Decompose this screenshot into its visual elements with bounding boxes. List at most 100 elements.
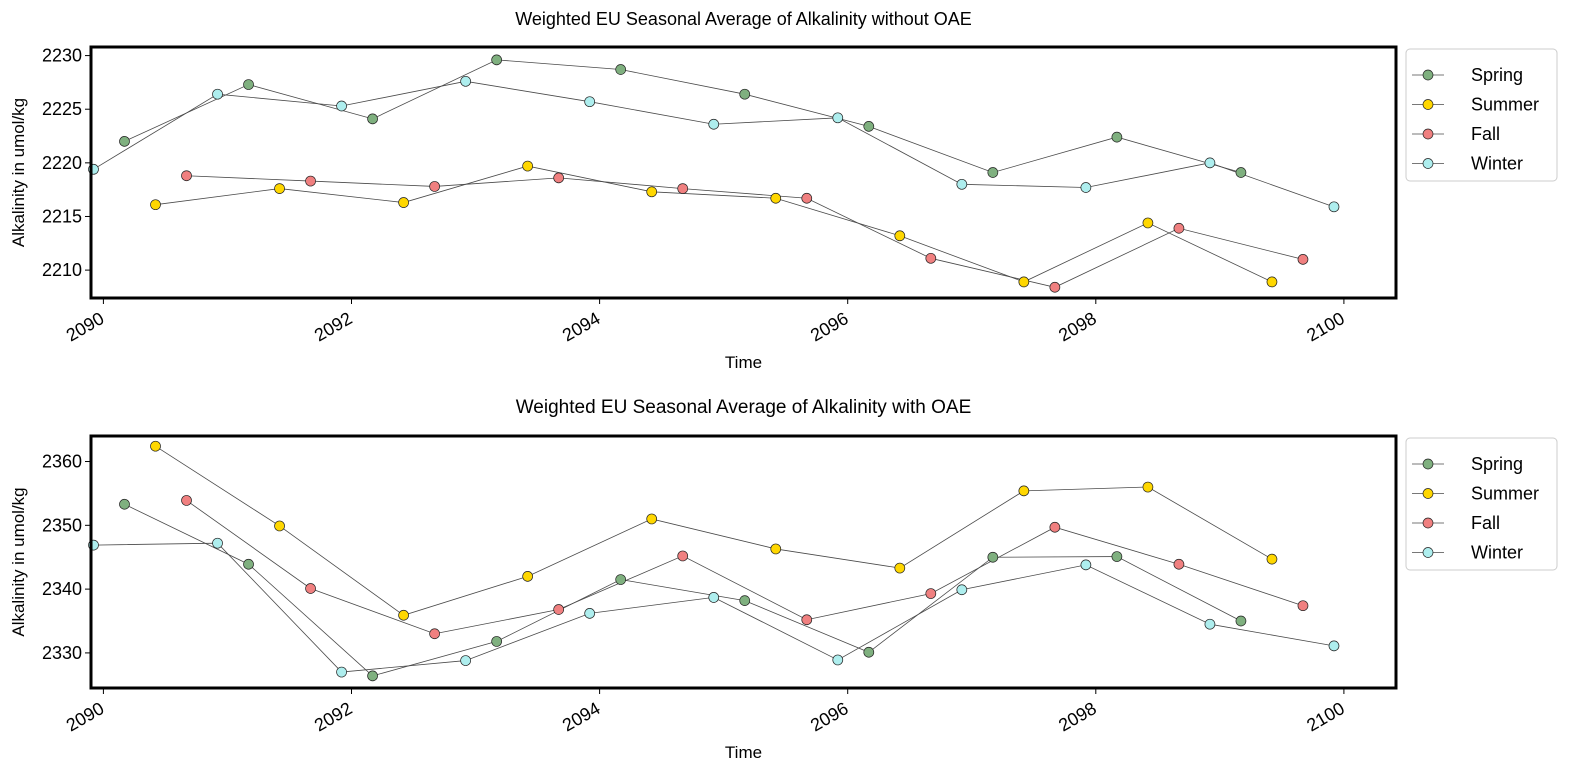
data-point-summer bbox=[1266, 553, 1278, 565]
data-point-summer bbox=[398, 609, 409, 621]
x-tick-label: 2100 bbox=[1303, 698, 1348, 735]
data-point-spring bbox=[739, 595, 751, 606]
data-point-winter bbox=[584, 96, 596, 108]
legend-marker-fall bbox=[1422, 517, 1434, 529]
data-point-winter bbox=[956, 584, 968, 596]
chart-title: Weighted EU Seasonal Average of Alkalini… bbox=[515, 9, 972, 29]
data-point-fall bbox=[181, 495, 192, 506]
x-tick-label: 2092 bbox=[311, 308, 356, 345]
data-point-spring bbox=[491, 636, 502, 647]
series-line-spring bbox=[124, 59, 1242, 173]
data-point-winter bbox=[708, 118, 720, 130]
legend: Spring Summer Fall Winter bbox=[1405, 437, 1558, 571]
data-point-spring bbox=[119, 498, 130, 510]
data-point-fall bbox=[677, 183, 689, 194]
data-point-spring bbox=[367, 670, 378, 682]
data-point-fall bbox=[429, 628, 440, 640]
x-tick-label: 2100 bbox=[1303, 308, 1348, 345]
x-tick-label: 2098 bbox=[1055, 308, 1100, 345]
x-axis-label: Time bbox=[725, 353, 762, 372]
data-point-summer bbox=[894, 230, 906, 242]
data-point-spring bbox=[987, 551, 999, 563]
data-point-fall bbox=[305, 583, 316, 594]
legend-label-summer: Summer bbox=[1471, 95, 1539, 115]
data-point-fall bbox=[1049, 281, 1061, 293]
y-tick-label: 2330 bbox=[42, 643, 82, 663]
data-point-summer bbox=[274, 183, 285, 194]
x-tick-label: 2092 bbox=[311, 698, 356, 735]
legend-label-fall: Fall bbox=[1471, 513, 1500, 533]
data-point-spring bbox=[491, 54, 502, 66]
data-point-winter bbox=[1204, 157, 1216, 169]
data-point-spring bbox=[863, 646, 875, 658]
legend-marker-winter bbox=[1422, 158, 1434, 169]
data-point-winter bbox=[832, 112, 844, 124]
data-point-fall bbox=[801, 614, 813, 626]
data-point-winter bbox=[460, 75, 471, 87]
data-point-fall bbox=[429, 181, 440, 192]
data-point-fall bbox=[1049, 521, 1061, 533]
data-point-fall bbox=[1297, 254, 1309, 265]
data-point-spring bbox=[739, 88, 751, 100]
legend-box bbox=[1405, 437, 1558, 571]
x-tick-label: 2090 bbox=[63, 698, 108, 735]
series-line-summer bbox=[155, 445, 1273, 616]
data-point-winter bbox=[832, 654, 844, 666]
data-point-fall bbox=[801, 192, 813, 204]
y-tick-label: 2220 bbox=[42, 153, 82, 173]
series-line-winter bbox=[93, 542, 1335, 673]
legend-marker-summer bbox=[1422, 99, 1434, 110]
data-point-summer bbox=[398, 197, 409, 208]
series-line-fall bbox=[186, 175, 1304, 288]
y-tick-label: 2350 bbox=[42, 515, 82, 535]
x-tick-label: 2096 bbox=[807, 698, 852, 735]
data-point-summer bbox=[770, 543, 782, 555]
legend-box bbox=[1405, 48, 1558, 182]
data-point-fall bbox=[1173, 558, 1185, 570]
legend-marker-summer bbox=[1422, 488, 1434, 499]
x-tick-label: 2094 bbox=[559, 698, 604, 735]
data-point-spring bbox=[1111, 131, 1123, 143]
data-point-winter bbox=[1328, 640, 1340, 652]
data-point-spring bbox=[987, 167, 999, 178]
y-axis-label: Alkalinity in umol/kg bbox=[9, 98, 28, 247]
chart-panel-1: Weighted EU Seasonal Average of Alkalini… bbox=[9, 9, 1558, 372]
y-axis-label: Alkalinity in umol/kg bbox=[9, 487, 28, 636]
y-tick-label: 2225 bbox=[42, 99, 82, 119]
data-point-fall bbox=[181, 170, 192, 182]
x-tick-label: 2098 bbox=[1055, 698, 1100, 735]
data-point-spring bbox=[243, 79, 254, 90]
legend-label-winter: Winter bbox=[1471, 543, 1523, 563]
x-tick-label: 2090 bbox=[63, 308, 108, 345]
data-point-winter bbox=[460, 655, 471, 666]
series-line-spring bbox=[124, 503, 1242, 677]
data-point-fall bbox=[677, 550, 689, 562]
data-point-fall bbox=[553, 604, 565, 615]
legend-label-spring: Spring bbox=[1471, 65, 1523, 85]
data-point-winter bbox=[956, 178, 968, 190]
data-point-spring bbox=[119, 136, 130, 147]
data-point-summer bbox=[1142, 217, 1154, 229]
x-tick-label: 2096 bbox=[807, 308, 852, 345]
data-point-spring bbox=[1111, 551, 1123, 562]
data-point-fall bbox=[925, 252, 937, 264]
data-point-fall bbox=[553, 172, 565, 184]
data-point-fall bbox=[305, 175, 316, 187]
data-point-fall bbox=[1173, 222, 1185, 234]
data-point-winter bbox=[336, 100, 347, 112]
data-point-summer bbox=[150, 199, 161, 211]
data-point-winter bbox=[212, 537, 223, 549]
data-point-summer bbox=[894, 562, 906, 574]
legend-marker-fall bbox=[1422, 128, 1434, 140]
y-tick-label: 2360 bbox=[42, 452, 82, 472]
data-point-spring bbox=[615, 574, 627, 585]
data-point-spring bbox=[1235, 167, 1247, 178]
data-point-summer bbox=[1018, 276, 1030, 288]
data-point-winter bbox=[336, 666, 347, 678]
legend-marker-spring bbox=[1422, 458, 1434, 470]
series-line-fall bbox=[186, 500, 1304, 635]
y-tick-label: 2215 bbox=[42, 206, 82, 226]
legend-label-spring: Spring bbox=[1471, 454, 1523, 474]
series-line-summer bbox=[155, 165, 1273, 283]
